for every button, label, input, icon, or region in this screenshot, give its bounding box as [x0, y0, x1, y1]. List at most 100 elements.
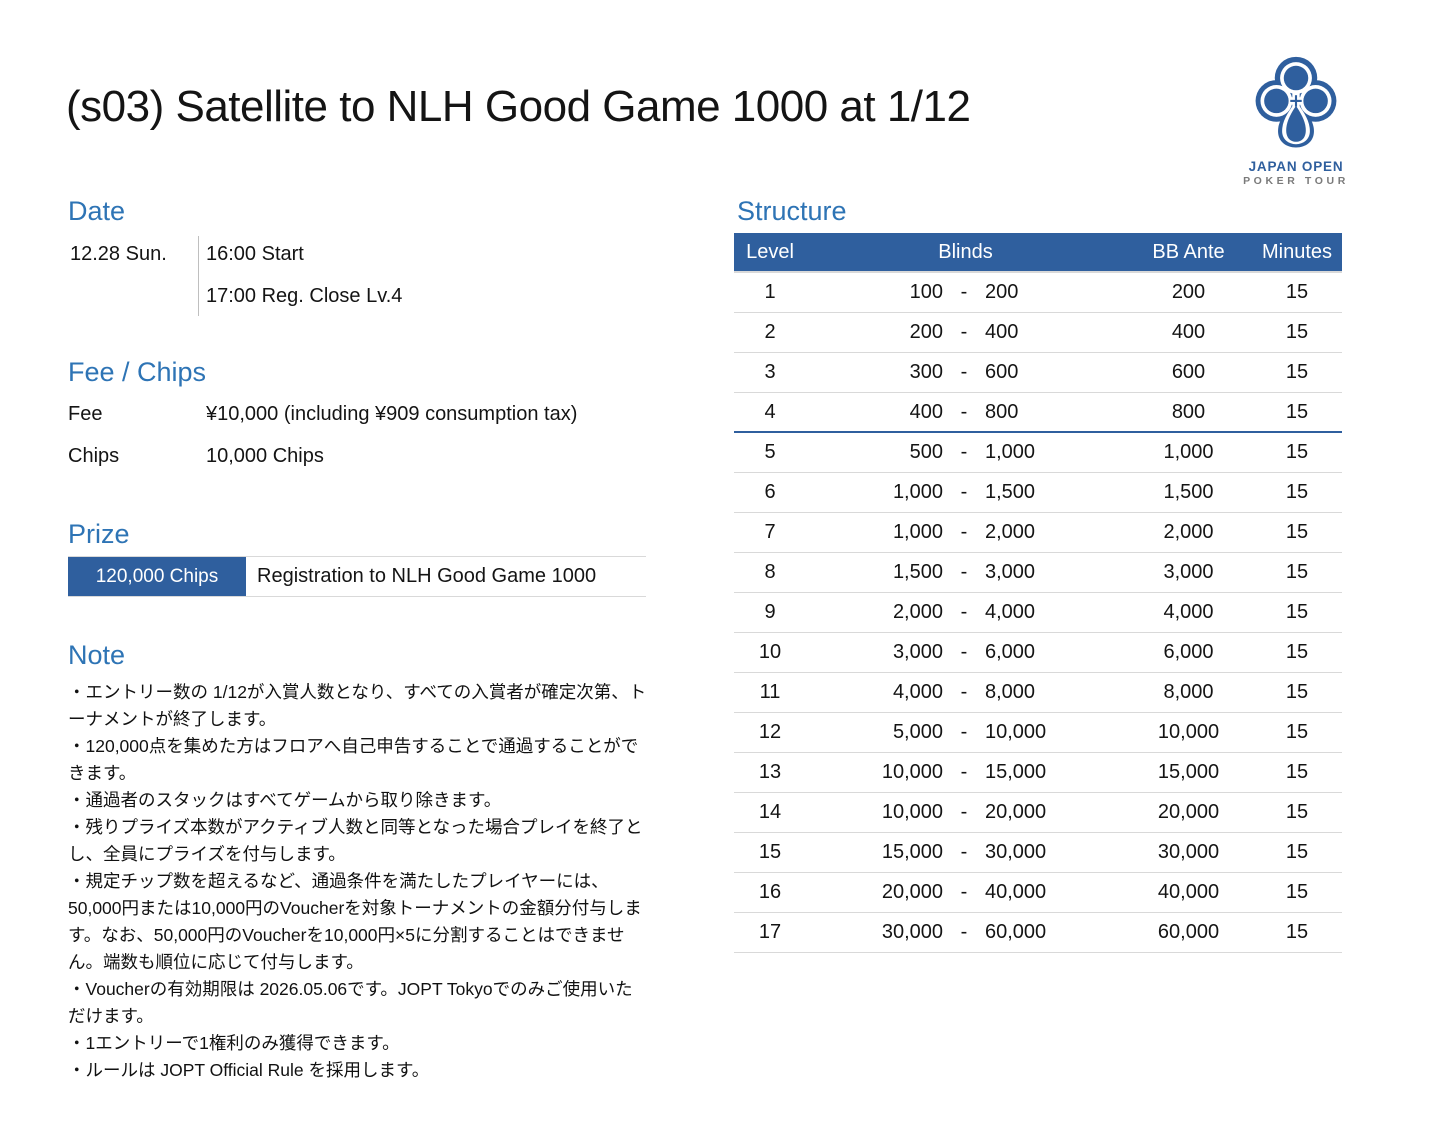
japan-open-poker-tour-logo: JAPAN OPEN POKER TOUR	[1238, 56, 1354, 187]
minutes-cell: 15	[1285, 641, 1309, 663]
structure-row: 8 1,500-3,000 3,000 15	[734, 553, 1342, 593]
date-heading: Date	[68, 196, 126, 226]
level-cell: 8	[764, 561, 776, 583]
logo-text-japan-open: JAPAN OPEN	[1248, 159, 1344, 174]
note-item: ・1エントリーで1権利のみ獲得できます。	[68, 1033, 400, 1053]
big-blind-cell: 1,500	[985, 481, 1036, 503]
minutes-cell: 15	[1285, 681, 1309, 703]
level-cell: 5	[764, 441, 776, 463]
small-blind-cell: 15,000	[881, 841, 943, 863]
big-blind-cell: 6,000	[985, 641, 1036, 663]
chips-value: 10,000 Chips	[206, 445, 324, 467]
blinds-dash: -	[960, 601, 968, 623]
bb-ante-column-header: BB Ante	[1152, 240, 1225, 263]
date-value: 12.28 Sun.	[70, 243, 167, 265]
structure-table-header: Level Blinds BB Ante Minutes	[734, 233, 1342, 273]
level-cell: 4	[764, 400, 776, 423]
small-blind-cell: 1,000	[892, 521, 943, 543]
prize-description: Registration to NLH Good Game 1000	[257, 565, 597, 587]
structure-row: 1 100-200 200 15	[734, 273, 1342, 313]
big-blind-cell: 3,000	[985, 561, 1036, 583]
small-blind-cell: 400	[909, 400, 943, 423]
minutes-cell: 15	[1285, 721, 1309, 743]
note-list: ・エントリー数の 1/12が入賞人数となり、すべての入賞者が確定次第、トーナメン…	[68, 679, 650, 1084]
date-divider	[198, 236, 199, 316]
small-blind-cell: 100	[909, 281, 943, 303]
blinds-column-header: Blinds	[938, 240, 993, 263]
level-cell: 6	[764, 481, 776, 503]
blinds-dash: -	[960, 400, 968, 423]
blinds-dash: -	[960, 561, 968, 583]
small-blind-cell: 3,000	[892, 641, 943, 663]
small-blind-cell: 30,000	[881, 921, 943, 943]
level-cell: 2	[764, 321, 776, 343]
bb-ante-cell: 2,000	[1163, 521, 1214, 543]
blinds-dash: -	[960, 521, 968, 543]
note-item: ・ルールは JOPT Official Rule を採用します。	[68, 1060, 430, 1080]
note-item: ・通過者のスタックはすべてゲームから取り除きます。	[68, 790, 502, 810]
big-blind-cell: 800	[985, 400, 1019, 423]
blinds-dash: -	[960, 761, 968, 783]
logo-text-poker-tour: POKER TOUR	[1243, 175, 1349, 187]
clover-logo-icon	[1238, 56, 1354, 154]
small-blind-cell: 10,000	[881, 801, 943, 823]
bb-ante-cell: 60,000	[1157, 921, 1220, 943]
minutes-cell: 15	[1285, 481, 1309, 503]
level-cell: 10	[758, 641, 782, 663]
structure-row: 5 500-1,000 1,000 15	[734, 433, 1342, 473]
minutes-cell: 15	[1285, 561, 1309, 583]
minutes-cell: 15	[1285, 281, 1309, 303]
bb-ante-cell: 30,000	[1157, 841, 1220, 863]
blinds-dash: -	[960, 881, 968, 903]
blinds-dash: -	[960, 681, 968, 703]
structure-row: 14 10,000-20,000 20,000 15	[734, 793, 1342, 833]
small-blind-cell: 20,000	[881, 881, 943, 903]
fee-label: Fee	[68, 403, 103, 425]
bb-ante-cell: 1,500	[1163, 481, 1214, 503]
bb-ante-cell: 800	[1171, 400, 1206, 423]
bb-ante-cell: 8,000	[1163, 681, 1214, 703]
chips-label: Chips	[68, 445, 120, 467]
big-blind-cell: 10,000	[985, 721, 1047, 743]
note-item: ・規定チップ数を超えるなど、通過条件を満たしたプレイヤーには、50,000円また…	[68, 871, 642, 972]
minutes-cell: 15	[1285, 841, 1309, 863]
minutes-cell: 15	[1285, 441, 1309, 463]
structure-row: 10 3,000-6,000 6,000 15	[734, 633, 1342, 673]
small-blind-cell: 300	[909, 361, 943, 383]
small-blind-cell: 10,000	[881, 761, 943, 783]
big-blind-cell: 15,000	[985, 761, 1047, 783]
big-blind-cell: 8,000	[985, 681, 1036, 703]
big-blind-cell: 400	[985, 321, 1019, 343]
structure-row: 4 400-800 800 15	[734, 393, 1342, 433]
structure-row: 15 15,000-30,000 30,000 15	[734, 833, 1342, 873]
prize-heading: Prize	[68, 519, 130, 549]
minutes-cell: 15	[1285, 921, 1309, 943]
minutes-cell: 15	[1285, 761, 1309, 783]
bb-ante-cell: 15,000	[1157, 761, 1220, 783]
structure-row: 16 20,000-40,000 40,000 15	[734, 873, 1342, 913]
small-blind-cell: 1,000	[892, 481, 943, 503]
prize-row: 120,000 Chips Registration to NLH Good G…	[68, 556, 646, 597]
minutes-column-header: Minutes	[1261, 240, 1333, 263]
structure-row: 17 30,000-60,000 60,000 15	[734, 913, 1342, 953]
note-item: ・Voucherの有効期限は 2026.05.06です。JOPT Tokyoでの…	[68, 979, 633, 1026]
structure-table: Level Blinds BB Ante Minutes 1 100-200 200…	[734, 233, 1342, 953]
fee-value: ¥10,000 (including ¥909 consumption tax)	[206, 403, 578, 425]
structure-row: 13 10,000-15,000 15,000 15	[734, 753, 1342, 793]
level-cell: 7	[764, 521, 776, 543]
level-cell: 11	[759, 681, 781, 703]
bb-ante-cell: 1,000	[1163, 441, 1214, 463]
level-cell: 13	[758, 761, 782, 783]
level-cell: 3	[764, 361, 776, 383]
level-cell: 1	[764, 281, 776, 303]
big-blind-cell: 600	[985, 361, 1019, 383]
big-blind-cell: 1,000	[985, 441, 1036, 463]
structure-row: 12 5,000-10,000 10,000 15	[734, 713, 1342, 753]
bb-ante-cell: 200	[1171, 281, 1206, 303]
blinds-dash: -	[960, 321, 968, 343]
blinds-dash: -	[960, 641, 968, 663]
prize-amount-badge: 120,000 Chips	[68, 557, 246, 596]
structure-row: 7 1,000-2,000 2,000 15	[734, 513, 1342, 553]
bb-ante-cell: 10,000	[1157, 721, 1220, 743]
bb-ante-cell: 20,000	[1157, 801, 1220, 823]
